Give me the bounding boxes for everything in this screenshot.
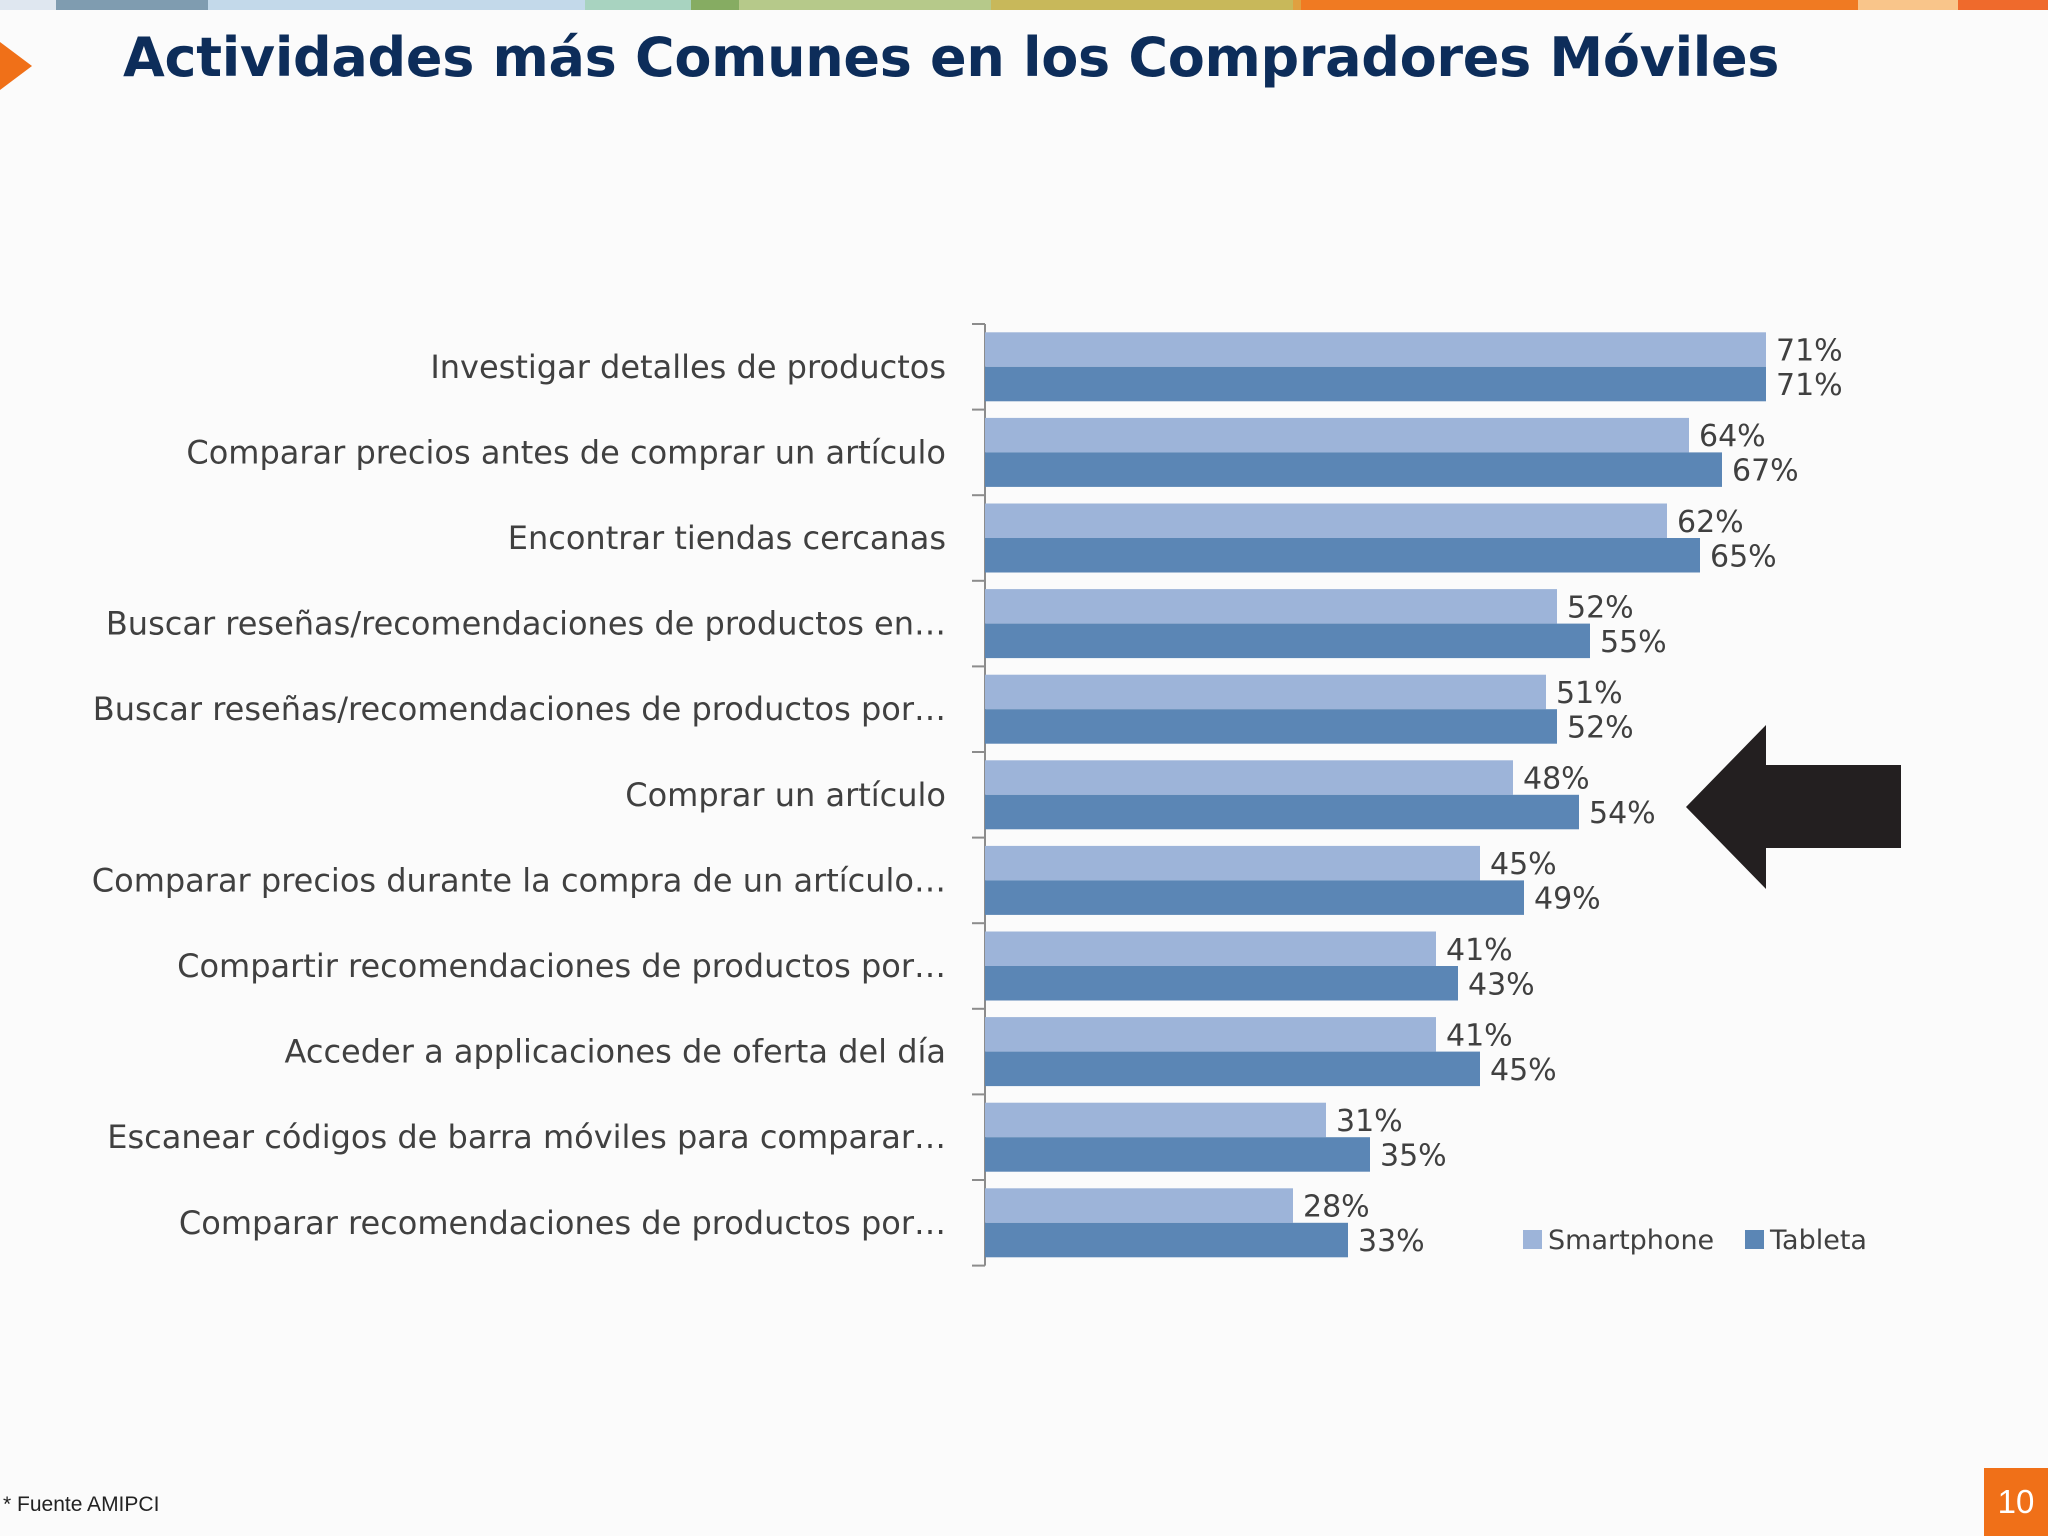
data-label-tableta: 71% xyxy=(1776,368,1843,403)
data-label-tableta: 54% xyxy=(1589,796,1656,831)
stripe-segment xyxy=(208,0,585,10)
legend-swatch-smartphone xyxy=(1523,1230,1542,1249)
data-label-smartphone: 45% xyxy=(1490,847,1557,882)
bar-tableta xyxy=(985,623,1590,659)
stripe-segment xyxy=(691,0,739,10)
bar-smartphone xyxy=(985,589,1557,624)
category-label: Encontrar tiendas cercanas xyxy=(508,519,946,557)
bar-tableta xyxy=(985,1137,1370,1172)
bar-smartphone xyxy=(985,1017,1436,1052)
bar-smartphone xyxy=(985,674,1546,710)
data-label-smartphone: 51% xyxy=(1556,676,1623,711)
bar-tableta xyxy=(985,366,1766,402)
stripe-segment xyxy=(739,0,991,10)
bar-smartphone xyxy=(985,760,1513,795)
bar-smartphone xyxy=(985,1102,1326,1138)
category-label: Comprar un artículo xyxy=(625,776,946,814)
data-label-smartphone: 52% xyxy=(1567,590,1634,625)
page-number-badge: 10 xyxy=(1984,1468,2048,1536)
data-label-smartphone: 62% xyxy=(1677,505,1744,540)
category-label: Compartir recomendaciones de productos p… xyxy=(177,947,946,985)
slide-title: Actividades más Comunes en los Comprador… xyxy=(123,26,1780,89)
bar-tableta xyxy=(985,966,1458,1001)
bar-smartphone xyxy=(985,845,1480,881)
bar-smartphone xyxy=(985,417,1689,453)
bar-tableta xyxy=(985,1051,1480,1087)
data-label-smartphone: 48% xyxy=(1523,762,1590,797)
category-label: Buscar reseñas/recomendaciones de produc… xyxy=(106,605,946,643)
stripe-segment xyxy=(1293,0,1301,10)
stripe-segment xyxy=(1958,0,2048,10)
data-label-tableta: 55% xyxy=(1600,625,1667,660)
legend-label-tableta: Tableta xyxy=(1769,1225,1867,1256)
data-label-tableta: 52% xyxy=(1567,710,1634,745)
data-label-tableta: 67% xyxy=(1732,454,1799,489)
bar-smartphone xyxy=(985,931,1436,966)
category-label: Comparar precios antes de comprar un art… xyxy=(186,433,946,471)
data-label-tableta: 65% xyxy=(1710,539,1777,574)
category-label: Escanear códigos de barra móviles para c… xyxy=(107,1118,946,1156)
category-label: Acceder a applicaciones de oferta del dí… xyxy=(285,1033,946,1071)
bar-tableta xyxy=(985,452,1722,487)
bar-tableta xyxy=(985,794,1579,830)
orange-triangle-icon xyxy=(0,42,32,90)
legend-label-smartphone: Smartphone xyxy=(1548,1225,1714,1256)
category-label: Investigar detalles de productos xyxy=(430,348,946,386)
data-label-tableta: 33% xyxy=(1358,1224,1425,1259)
bar-tableta xyxy=(985,880,1524,915)
category-label: Comparar precios durante la compra de un… xyxy=(92,861,946,899)
data-label-tableta: 43% xyxy=(1468,967,1535,1002)
data-label-smartphone: 41% xyxy=(1446,1018,1513,1053)
data-label-smartphone: 64% xyxy=(1699,419,1766,454)
stripe-segment xyxy=(585,0,691,10)
bar-tableta xyxy=(985,538,1700,573)
bar-smartphone xyxy=(985,1188,1293,1223)
data-label-smartphone: 31% xyxy=(1336,1104,1403,1139)
stripe-segment xyxy=(0,0,56,10)
bar-smartphone xyxy=(985,332,1766,367)
category-label: Comparar recomendaciones de productos po… xyxy=(179,1204,946,1242)
data-label-smartphone: 41% xyxy=(1446,933,1513,968)
stripe-segment xyxy=(56,0,208,10)
data-label-tableta: 45% xyxy=(1490,1053,1557,1088)
data-label-tableta: 49% xyxy=(1534,882,1601,917)
stripe-segment xyxy=(1858,0,1958,10)
bar-smartphone xyxy=(985,503,1667,538)
stripe-segment xyxy=(991,0,1293,10)
bar-tableta xyxy=(985,709,1557,744)
black-left-arrow-icon xyxy=(1686,725,1901,889)
bar-tableta xyxy=(985,1222,1348,1258)
legend-swatch-tableta xyxy=(1745,1230,1764,1249)
data-label-tableta: 35% xyxy=(1380,1138,1447,1173)
top-color-stripe xyxy=(0,0,2048,10)
stripe-segment xyxy=(1301,0,1858,10)
source-note: * Fuente AMIPCI xyxy=(3,1493,160,1516)
category-label: Buscar reseñas/recomendaciones de produc… xyxy=(93,690,946,728)
data-label-smartphone: 28% xyxy=(1303,1190,1370,1225)
data-label-smartphone: 71% xyxy=(1776,334,1843,369)
